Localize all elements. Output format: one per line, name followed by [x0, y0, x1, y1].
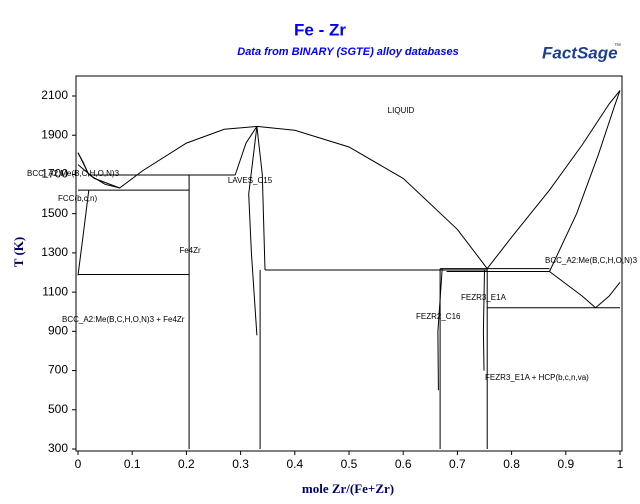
- y-tick-label: 900: [48, 324, 68, 338]
- x-axis-label: mole Zr/(Fe+Zr): [302, 481, 394, 496]
- x-tick-label: 0.2: [178, 457, 195, 471]
- chart-title: Fe - Zr: [294, 20, 346, 39]
- y-tick-label: 300: [48, 441, 68, 455]
- y-tick-label: 1900: [41, 127, 68, 141]
- x-tick-label: 0.5: [341, 457, 358, 471]
- phase-boundary: [482, 269, 485, 371]
- phase-boundary: [486, 90, 621, 269]
- region-label: LAVES_C15: [228, 176, 273, 185]
- region-label: BCC_A2:Me(B,C,H,O,N)3: [27, 169, 120, 178]
- y-tick-label: 1500: [41, 206, 68, 220]
- phase-boundary: [437, 268, 443, 391]
- x-tick-label: 0.9: [557, 457, 574, 471]
- phase-boundary: [549, 271, 596, 309]
- phase-boundary: [595, 281, 621, 309]
- logo-mark: ™: [614, 43, 621, 50]
- region-label: FCC(b,c,n): [58, 194, 97, 203]
- region-label: LIQUID: [388, 106, 415, 115]
- x-tick-label: 0.3: [232, 457, 249, 471]
- x-tick-label: 0: [75, 457, 82, 471]
- x-tick-label: 0.4: [286, 457, 303, 471]
- region-label: BCC_A2:Me(B,C,H,O,N)3 + Fe4Zr: [62, 315, 185, 324]
- x-tick-label: 0.1: [124, 457, 141, 471]
- x-tick-label: 0.8: [503, 457, 520, 471]
- plot-frame: [75, 75, 623, 452]
- y-tick-label: 1100: [42, 284, 68, 298]
- phase-boundary: [77, 164, 120, 189]
- phase-boundary: [234, 126, 258, 176]
- region-label: Fe4Zr: [179, 246, 201, 255]
- logo-text: FactSage: [542, 43, 618, 62]
- logo: FactSage ™: [542, 43, 621, 63]
- region-label: BCC_A2:Me(B,C,H,O,N)3: [545, 256, 638, 265]
- y-tick-label: 2100: [41, 88, 68, 102]
- y-tick-label: 700: [48, 363, 68, 377]
- y-tick-label: 500: [48, 402, 68, 416]
- phase-boundary: [77, 152, 90, 176]
- phase-boundary: [248, 126, 258, 336]
- phase-boundary: [549, 90, 621, 272]
- y-axis-label: T (K): [11, 237, 26, 267]
- region-label: FEZR3_E1A: [461, 293, 507, 302]
- phase-boundary: [256, 125, 488, 269]
- y-tick-label: 1700: [41, 167, 68, 181]
- x-tick-label: 1: [617, 457, 624, 471]
- x-tick-label: 0.7: [449, 457, 466, 471]
- y-tick-label: 1300: [41, 245, 68, 259]
- x-tick-label: 0.6: [395, 457, 412, 471]
- phase-boundary: [256, 126, 266, 271]
- phase-boundary: [77, 190, 90, 276]
- chart-subtitle: Data from BINARY (SGTE) alloy databases: [237, 46, 459, 58]
- region-label: FEZR2_C16: [416, 312, 461, 321]
- region-label: FEZR3_E1A + HCP(b,c,n,va): [485, 373, 589, 382]
